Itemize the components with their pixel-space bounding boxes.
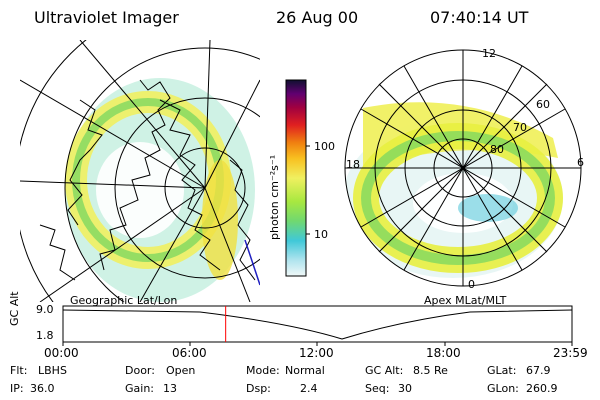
alt-ytick-high: 9.0 [36, 303, 54, 316]
seq-label: Seq: [365, 382, 390, 395]
alt-xtick-0: 00:00 [44, 346, 79, 360]
instrument-title: Ultraviolet Imager [34, 8, 179, 27]
intensity-colorbar [285, 79, 310, 277]
mlat-label-60: 60 [536, 98, 550, 111]
auroral-oval-green [361, 131, 555, 265]
seq-value: 30 [398, 382, 412, 395]
mlt-label-0: 0 [468, 278, 475, 291]
gain-label: Gain: [125, 382, 154, 395]
altitude-curve [62, 309, 573, 340]
gcalt-label: GC Alt: [365, 364, 404, 377]
gain-value: 13 [163, 382, 177, 395]
coastlines [39, 79, 256, 281]
alt-xtick-4: 23:59 [553, 346, 588, 360]
alt-xtick-1: 06:00 [172, 346, 207, 360]
altitude-strip-chart [62, 305, 573, 346]
alt-xtick-3: 18:00 [426, 346, 461, 360]
right-panel-label: Apex MLat/MLT [424, 294, 507, 307]
auroral-bright-spot [202, 160, 238, 280]
image-date: 26 Aug 00 [276, 8, 359, 27]
mlt-label-12: 12 [482, 47, 496, 60]
left-panel-label: Geographic Lat/Lon [70, 294, 178, 307]
mlat-label-80: 80 [490, 143, 504, 156]
alt-xtick-2: 12:00 [299, 346, 334, 360]
door-label: Door: [125, 364, 155, 377]
geographic-image-panel [20, 40, 260, 302]
colorbar-unit-label: photon cm⁻²s⁻¹ [268, 154, 281, 240]
mlt-label-6: 6 [577, 156, 584, 169]
mode-label: Mode: [246, 364, 280, 377]
ip-label: IP: [10, 382, 24, 395]
gcalt-value: 8.5 Re [413, 364, 448, 377]
dsp-value: 2.4 [300, 382, 318, 395]
flt-label: Flt: [10, 364, 28, 377]
terminator-line [244, 239, 260, 286]
dsp-label: Dsp: [246, 382, 271, 395]
glat-label: GLat: [487, 364, 517, 377]
polar-cap [96, 142, 184, 238]
alt-ytick-low: 1.8 [36, 329, 54, 342]
magnetic-image-panel [344, 49, 582, 287]
flt-value: LBHS [38, 364, 67, 377]
mode-value: Normal [285, 364, 325, 377]
glon-value: 260.9 [526, 382, 558, 395]
colorbar-tick-100: 100 [314, 140, 335, 153]
mlat-label-70: 70 [513, 121, 527, 134]
mlt-label-18: 18 [346, 158, 360, 171]
glon-label: GLon: [487, 382, 519, 395]
door-value: Open [166, 364, 196, 377]
glat-value: 67.9 [526, 364, 551, 377]
colorbar-tick-10: 10 [314, 228, 328, 241]
image-time: 07:40:14 UT [430, 8, 529, 27]
altitude-axis-label: GC Alt [8, 291, 21, 326]
ip-value: 36.0 [30, 382, 55, 395]
